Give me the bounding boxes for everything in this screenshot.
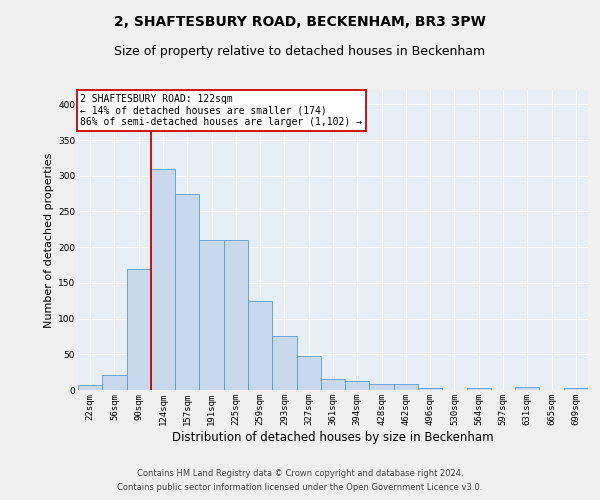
Text: Size of property relative to detached houses in Beckenham: Size of property relative to detached ho… xyxy=(115,45,485,58)
Bar xyxy=(345,382,370,390)
Bar xyxy=(564,388,588,390)
Bar xyxy=(321,380,345,390)
Bar xyxy=(296,356,321,390)
Bar xyxy=(370,384,394,390)
Text: Contains HM Land Registry data © Crown copyright and database right 2024.: Contains HM Land Registry data © Crown c… xyxy=(137,468,463,477)
Bar xyxy=(272,336,296,390)
Bar xyxy=(151,168,175,390)
Text: Contains public sector information licensed under the Open Government Licence v3: Contains public sector information licen… xyxy=(118,484,482,492)
Bar xyxy=(175,194,199,390)
Bar xyxy=(467,388,491,390)
Bar xyxy=(224,240,248,390)
Bar xyxy=(394,384,418,390)
Bar xyxy=(199,240,224,390)
Bar xyxy=(127,268,151,390)
Bar xyxy=(102,375,127,390)
Bar xyxy=(78,385,102,390)
Y-axis label: Number of detached properties: Number of detached properties xyxy=(44,152,54,328)
Bar xyxy=(418,388,442,390)
Text: 2 SHAFTESBURY ROAD: 122sqm
← 14% of detached houses are smaller (174)
86% of sem: 2 SHAFTESBURY ROAD: 122sqm ← 14% of deta… xyxy=(80,94,362,127)
X-axis label: Distribution of detached houses by size in Beckenham: Distribution of detached houses by size … xyxy=(172,430,494,444)
Bar xyxy=(248,300,272,390)
Text: 2, SHAFTESBURY ROAD, BECKENHAM, BR3 3PW: 2, SHAFTESBURY ROAD, BECKENHAM, BR3 3PW xyxy=(114,15,486,29)
Bar xyxy=(515,387,539,390)
